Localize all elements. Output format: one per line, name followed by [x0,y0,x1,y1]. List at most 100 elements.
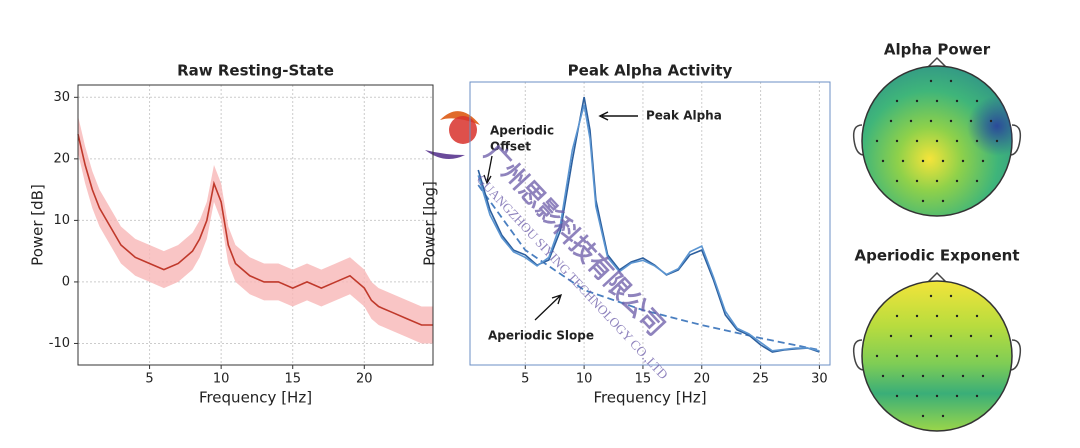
electrode [895,394,899,398]
electrode [875,139,879,143]
electrode [941,199,945,203]
electrode [949,119,953,123]
electrode [895,314,899,318]
electrode [881,159,885,163]
electrode [929,79,933,83]
electrode [901,159,905,163]
electrode [975,139,979,143]
topomap-title: Aperiodic Exponent [854,247,1019,265]
electrode [921,159,925,163]
electrode [949,79,953,83]
arrow [598,111,638,121]
electrode [941,159,945,163]
y-axis-label: Power [dB] [29,184,47,266]
electrode [955,354,959,358]
chart-title: Peak Alpha Activity [568,62,733,80]
electrode [895,99,899,103]
electrode [909,119,913,123]
x-tick-label: 25 [752,372,769,387]
line [477,104,820,352]
electrode [921,414,925,418]
electrode [949,294,953,298]
topomap-alpha [852,56,1022,217]
x-tick-label: 30 [811,372,828,387]
electrode [975,394,979,398]
x-tick-label: 15 [635,372,652,387]
electrode [969,334,973,338]
x-axis-label: Frequency [Hz] [593,389,706,407]
electrode [915,99,919,103]
electrode [989,334,993,338]
electrode [975,99,979,103]
electrode [975,354,979,358]
electrode [909,334,913,338]
electrode [915,139,919,143]
electrode [935,354,939,358]
electrode [895,354,899,358]
annotation: Aperiodic [490,124,554,138]
electrodes [875,79,999,418]
electrode [955,99,959,103]
y-tick-label: -10 [49,336,70,351]
y-tick-label: 0 [62,274,70,289]
electrode [955,179,959,183]
electrode [889,334,893,338]
plot-frame [469,81,831,366]
annotation: Peak Alpha [646,109,722,123]
annotation: Offset [490,140,531,154]
electrode [995,354,999,358]
electrode [935,99,939,103]
electrode [921,199,925,203]
electrode [929,334,933,338]
x-axis-label: Frequency [Hz] [199,389,312,407]
electrode [975,314,979,318]
electrode [941,374,945,378]
electrode [975,179,979,183]
electrode [955,394,959,398]
line [77,134,433,326]
arrow [534,293,563,321]
electrode [981,374,985,378]
plot-frame [77,84,434,366]
electrode [989,119,993,123]
electrode [915,314,919,318]
electrode [941,414,945,418]
electrode [895,179,899,183]
electrode [935,179,939,183]
electrode [881,374,885,378]
y-tick-label: 20 [53,151,70,166]
annotation: Aperiodic Slope [488,329,594,343]
electrode [935,394,939,398]
electrode [981,159,985,163]
x-tick-label: 5 [521,372,529,387]
x-tick-label: 5 [145,372,153,387]
watermark: 广州思影科技有限公司 [479,139,671,342]
electrode [929,294,933,298]
electrode [889,119,893,123]
arrow [483,155,493,185]
y-tick-label: 10 [53,213,70,228]
electrode [935,139,939,143]
x-tick-label: 10 [213,372,230,387]
electrode [955,139,959,143]
x-tick-label: 10 [576,372,593,387]
electrode [875,354,879,358]
x-tick-label: 20 [356,372,373,387]
x-tick-label: 20 [693,372,710,387]
electrode [895,139,899,143]
electrode [929,119,933,123]
electrode [915,394,919,398]
topomap-exponent [852,271,1022,432]
chart-title: Raw Resting-State [177,62,334,80]
electrode [901,374,905,378]
electrode [949,334,953,338]
electrode [955,314,959,318]
electrode [995,139,999,143]
electrode [921,374,925,378]
y-tick-label: 30 [53,90,70,105]
confidence-band [78,115,433,344]
topomap-title: Alpha Power [884,41,991,59]
line [477,184,820,351]
electrode [935,314,939,318]
